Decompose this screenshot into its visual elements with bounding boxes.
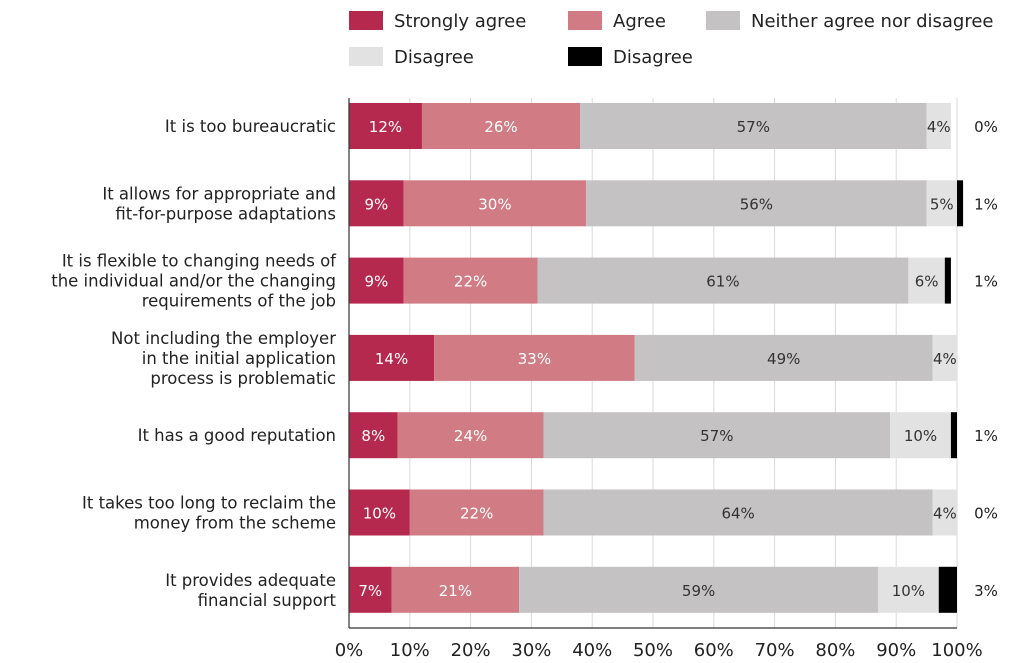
data-label: 26% xyxy=(484,118,517,136)
x-tick-label: 40% xyxy=(572,640,612,661)
x-tick-label: 10% xyxy=(390,640,430,661)
data-label: 64% xyxy=(721,505,754,523)
category-label: It is too bureaucratic xyxy=(165,117,336,136)
bar-segment xyxy=(926,180,957,227)
data-label: 21% xyxy=(439,582,472,600)
bar-segment xyxy=(349,489,410,536)
data-label: 6% xyxy=(915,273,939,291)
legend-label-5: Disagree xyxy=(613,47,693,68)
category-label: It has a good reputation xyxy=(138,426,336,445)
category-label: It takes too long to reclaim the money fr… xyxy=(82,494,336,533)
bar-segment xyxy=(391,566,520,613)
category-label: It allows for appropriate and fit-for-pur… xyxy=(102,184,336,223)
data-label: 1% xyxy=(974,427,998,445)
bar-segment xyxy=(890,412,951,459)
bar-segment xyxy=(926,103,951,149)
bar-segment xyxy=(403,180,587,227)
data-label: 49% xyxy=(767,350,800,368)
data-label: 14% xyxy=(375,350,408,368)
data-label: 1% xyxy=(974,273,998,291)
data-label: 4% xyxy=(933,505,957,523)
bar-segment xyxy=(349,412,398,459)
x-tick-label: 70% xyxy=(755,640,795,661)
data-label: 8% xyxy=(361,427,385,445)
legend-swatch-5 xyxy=(568,47,602,66)
bar-segment xyxy=(349,180,404,227)
bar-segment xyxy=(537,257,909,304)
bar-segment xyxy=(543,412,891,459)
data-label: 5% xyxy=(930,195,954,213)
legend: Strongly agree Agree Neither agree nor dis… xyxy=(349,11,994,68)
data-label: 22% xyxy=(454,273,487,291)
x-tick-label: 60% xyxy=(694,640,734,661)
bar-segment xyxy=(877,566,939,613)
legend-label-2: Agree xyxy=(613,11,666,32)
data-label: 1% xyxy=(974,195,998,213)
data-label: 61% xyxy=(706,273,739,291)
data-label: 12% xyxy=(369,118,402,136)
data-label: 0% xyxy=(974,505,998,523)
legend-label-4: Disagree xyxy=(394,47,474,68)
legend-label-1: Strongly agree xyxy=(394,11,526,32)
bar-segment xyxy=(421,103,581,149)
legend-swatch-3 xyxy=(706,11,740,30)
data-label: 0% xyxy=(974,118,998,136)
bar-segment xyxy=(409,489,544,536)
data-label: 9% xyxy=(364,195,388,213)
legend-swatch-1 xyxy=(349,11,383,30)
bar-segment xyxy=(932,489,957,536)
data-label: 10% xyxy=(892,582,925,600)
bar-segment xyxy=(519,566,878,613)
bar-segment xyxy=(938,566,957,613)
bar-segment xyxy=(543,489,933,536)
bar-segment xyxy=(397,412,544,459)
data-label: 33% xyxy=(518,350,551,368)
bar-segment xyxy=(944,257,951,304)
x-tick-label: 100% xyxy=(931,640,982,661)
category-label: Not including the employer in the initial… xyxy=(111,329,336,388)
x-tick-label: 30% xyxy=(511,640,551,661)
bar-segment xyxy=(932,334,957,381)
data-label: 59% xyxy=(682,582,715,600)
category-label: It is flexible to changing needs of the i… xyxy=(51,252,337,311)
legend-swatch-2 xyxy=(568,11,602,30)
data-label: 56% xyxy=(740,195,773,213)
x-axis-ticks: 0% 10% 20% 30% 40% 50% 60% 70% 80% 90% 100% xyxy=(335,640,983,661)
bar-segment xyxy=(908,257,945,304)
x-tick-label: 80% xyxy=(815,640,855,661)
data-label: 3% xyxy=(974,582,998,600)
data-label: 57% xyxy=(737,118,770,136)
legend-label-3: Neither agree nor disagree xyxy=(751,11,994,32)
legend-swatch-4 xyxy=(349,47,383,66)
data-label: 9% xyxy=(364,273,388,291)
bar-segment xyxy=(349,566,392,613)
bar-segment xyxy=(586,180,927,227)
x-tick-label: 90% xyxy=(876,640,916,661)
bar-segment xyxy=(950,412,957,459)
data-label: 22% xyxy=(460,505,493,523)
bar-segment xyxy=(957,180,964,227)
bar-segment xyxy=(580,103,927,149)
bar-segment xyxy=(634,334,933,381)
data-label: 24% xyxy=(454,427,487,445)
bar-segment xyxy=(349,334,435,381)
data-label: 10% xyxy=(363,505,396,523)
bars: 12% 26% 57% 4% 0% 9% 30% 56% 5% 1% 9% 22% 61% 6% 1% 14%… xyxy=(349,103,998,613)
x-tick-label: 20% xyxy=(451,640,491,661)
bar-segment xyxy=(349,103,422,149)
data-label: 57% xyxy=(700,427,733,445)
category-label: It provides adequate financial support xyxy=(165,571,336,610)
data-label: 4% xyxy=(933,350,957,368)
data-label: 7% xyxy=(358,582,382,600)
data-label: 10% xyxy=(904,427,937,445)
bar-segment xyxy=(349,257,404,304)
bar-segment xyxy=(403,257,538,304)
x-tick-label: 0% xyxy=(335,640,364,661)
x-tick-label: 50% xyxy=(633,640,673,661)
bar-segment xyxy=(434,334,635,381)
data-label: 30% xyxy=(478,195,511,213)
data-label: 4% xyxy=(927,118,951,136)
